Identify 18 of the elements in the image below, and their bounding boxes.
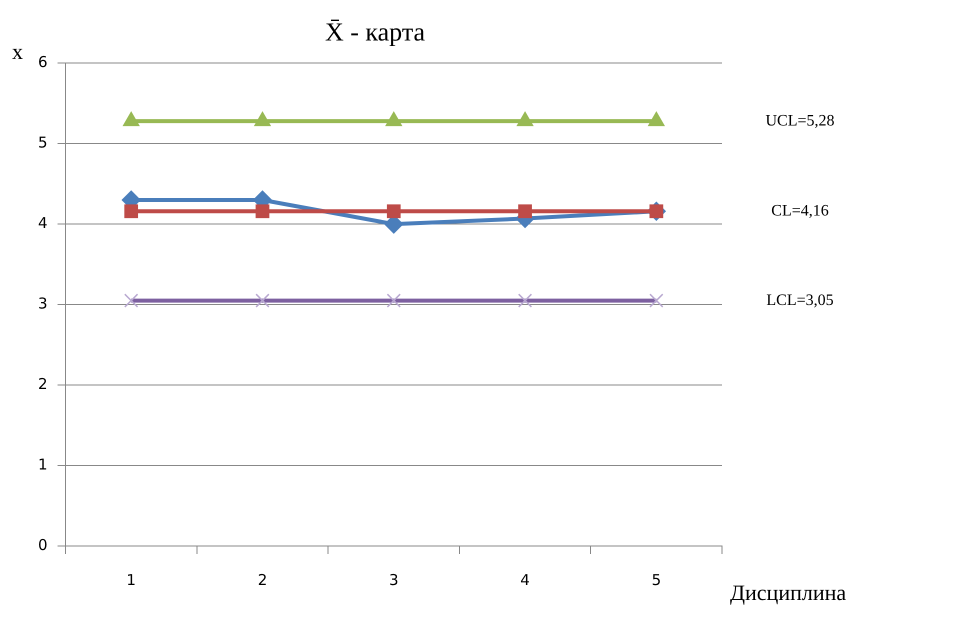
x-tick-label: 1: [126, 570, 136, 589]
y-tick-label: 3: [38, 294, 48, 312]
y-tick-label: 0: [38, 536, 48, 554]
x-tick-label: 2: [258, 570, 268, 589]
x-tick-label: 4: [520, 570, 530, 589]
chart-title: X̄ - карта: [324, 17, 426, 46]
y-tick-label: 6: [38, 53, 48, 72]
y-axis-title: x: [12, 38, 23, 64]
x-axis-title: Дисциплина: [730, 580, 846, 605]
y-tick-label: 1: [38, 455, 48, 474]
y-tick-label: 4: [38, 214, 48, 232]
y-tick-label: 2: [38, 374, 48, 393]
text: LCL=3,05: [766, 292, 834, 309]
x-tick-label: 5: [652, 570, 662, 589]
text: CL=4,16: [771, 202, 829, 220]
y-tick-label: 5: [38, 134, 48, 152]
x-tick-label: 3: [389, 570, 399, 589]
text: UCL=5,28: [765, 112, 835, 130]
